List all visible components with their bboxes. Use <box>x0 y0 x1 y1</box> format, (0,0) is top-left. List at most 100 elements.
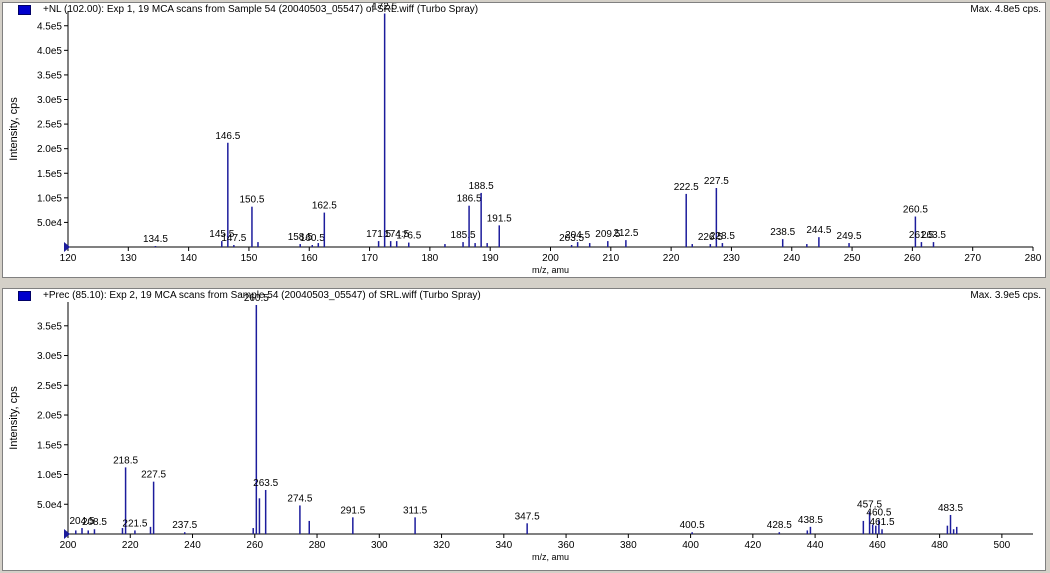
x-tick-label: 280 <box>1025 253 1042 264</box>
y-tick-label: 2.5e5 <box>37 120 62 131</box>
peak-label: 171.5 <box>366 229 391 240</box>
x-tick-label: 260 <box>904 253 921 264</box>
x-tick-label: 200 <box>60 540 77 551</box>
max-intensity-label: Max. 3.9e5 cps. <box>970 290 1041 301</box>
x-tick-label: 150 <box>241 253 258 264</box>
peak-label: 150.5 <box>239 195 264 206</box>
peak-label: 226.5 <box>698 232 723 243</box>
x-tick-label: 440 <box>807 540 824 551</box>
peak-label: 244.5 <box>806 225 831 236</box>
y-tick-label: 5.0e4 <box>37 500 62 511</box>
x-tick-label: 270 <box>964 253 981 264</box>
spectrum-pane-2: +Prec (85.10): Exp 2, 19 MCA scans from … <box>2 288 1046 571</box>
peak-label: 483.5 <box>938 503 963 514</box>
x-tick-label: 260 <box>246 540 263 551</box>
x-tick-label: 320 <box>433 540 450 551</box>
x-tick-label: 210 <box>602 253 619 264</box>
y-tick-label: 2.5e5 <box>37 381 62 392</box>
y-tick-label: 1.0e5 <box>37 193 62 204</box>
peak-label: 221.5 <box>122 518 147 529</box>
cursor-marker-icon <box>64 529 70 539</box>
spectrum-plot-1[interactable]: 120 130 140 150 160 170 180 190 200 210 220 230 240 2… <box>3 3 1045 277</box>
peak-label: 400.5 <box>680 520 705 531</box>
peak-label: 134.5 <box>143 234 168 245</box>
peak-label: 460.5 <box>866 508 891 519</box>
peak-label: 209.5 <box>595 229 620 240</box>
x-tick-label: 340 <box>495 540 512 551</box>
peak-label: 174.5 <box>384 229 409 240</box>
spectrum-pane-1: +NL (102.00): Exp 1, 19 MCA scans from S… <box>2 2 1046 278</box>
peak-label: 263.5 <box>921 230 946 241</box>
peak-label: 260.5 <box>244 293 269 304</box>
y-tick-label: 3.5e5 <box>37 70 62 81</box>
y-axis-title: Intensity, cps <box>8 386 20 450</box>
y-tick-label: 2.0e5 <box>37 144 62 155</box>
pane-splitter[interactable] <box>0 280 1050 286</box>
y-tick-label: 4.0e5 <box>37 46 62 57</box>
peak-label: 146.5 <box>215 131 240 142</box>
peak-label: 218.5 <box>113 455 138 466</box>
series-color-icon <box>18 5 31 15</box>
peak-label: 145.5 <box>209 229 234 240</box>
peak-label: 438.5 <box>798 515 823 526</box>
y-tick-label: 4.5e5 <box>37 21 62 32</box>
x-tick-label: 220 <box>122 540 139 551</box>
series-color-icon <box>18 291 31 301</box>
x-tick-label: 240 <box>783 253 800 264</box>
peak-label: 172.5 <box>372 3 397 12</box>
y-tick-label: 3.0e5 <box>37 95 62 106</box>
x-tick-label: 180 <box>422 253 439 264</box>
x-tick-label: 160 <box>301 253 318 264</box>
peak-label: 263.5 <box>253 478 278 489</box>
peak-label: 162.5 <box>312 201 337 212</box>
x-tick-label: 300 <box>371 540 388 551</box>
x-tick-label: 480 <box>931 540 948 551</box>
x-tick-label: 400 <box>682 540 699 551</box>
peak-label: 261.5 <box>909 230 934 241</box>
y-tick-label: 1.5e5 <box>37 169 62 180</box>
x-tick-label: 280 <box>309 540 326 551</box>
peak-label: 227.5 <box>704 176 729 187</box>
peak-label: 160.5 <box>300 233 325 244</box>
x-axis-title: m/z, amu <box>532 265 569 275</box>
peak-label: 212.5 <box>613 228 638 239</box>
peak-label: 185.5 <box>451 230 476 241</box>
y-tick-label: 3.5e5 <box>37 321 62 332</box>
x-tick-label: 500 <box>994 540 1011 551</box>
x-tick-label: 230 <box>723 253 740 264</box>
peak-label: 249.5 <box>837 231 862 242</box>
y-tick-label: 5.0e4 <box>37 218 62 229</box>
y-tick-label: 2.0e5 <box>37 411 62 422</box>
pane-title: +NL (102.00): Exp 1, 19 MCA scans from S… <box>43 4 479 15</box>
peak-label: 238.5 <box>770 227 795 238</box>
x-axis-title: m/z, amu <box>532 552 569 562</box>
cursor-marker-icon <box>64 242 70 252</box>
y-tick-label: 3.0e5 <box>37 351 62 362</box>
peak-label: 204.5 <box>565 230 590 241</box>
peak-label: 311.5 <box>403 505 428 516</box>
peak-label: 291.5 <box>340 505 365 516</box>
y-tick-label: 1.0e5 <box>37 470 62 481</box>
peak-label: 461.5 <box>870 517 895 528</box>
peak-label: 204.5 <box>69 516 94 527</box>
x-tick-label: 250 <box>844 253 861 264</box>
peak-label: 188.5 <box>469 181 494 192</box>
x-tick-label: 140 <box>180 253 197 264</box>
peak-label: 203.5 <box>559 233 584 244</box>
x-tick-label: 170 <box>361 253 378 264</box>
peak-label: 237.5 <box>172 520 197 531</box>
max-intensity-label: Max. 4.8e5 cps. <box>970 4 1041 15</box>
pane-title: +Prec (85.10): Exp 2, 19 MCA scans from … <box>43 290 481 301</box>
peak-label: 260.5 <box>903 205 928 216</box>
x-tick-label: 460 <box>869 540 886 551</box>
x-tick-label: 420 <box>744 540 761 551</box>
spectrum-plot-2[interactable]: 200 220 240 260 280 300 320 340 360 380 400 420 440 4… <box>3 289 1045 570</box>
x-tick-label: 220 <box>663 253 680 264</box>
x-tick-label: 240 <box>184 540 201 551</box>
y-tick-label: 1.5e5 <box>37 440 62 451</box>
x-tick-label: 200 <box>542 253 559 264</box>
y-axis-title: Intensity, cps <box>8 97 20 161</box>
x-tick-label: 130 <box>120 253 137 264</box>
peak-label: 191.5 <box>487 213 512 224</box>
peak-label: 228.5 <box>710 231 735 242</box>
